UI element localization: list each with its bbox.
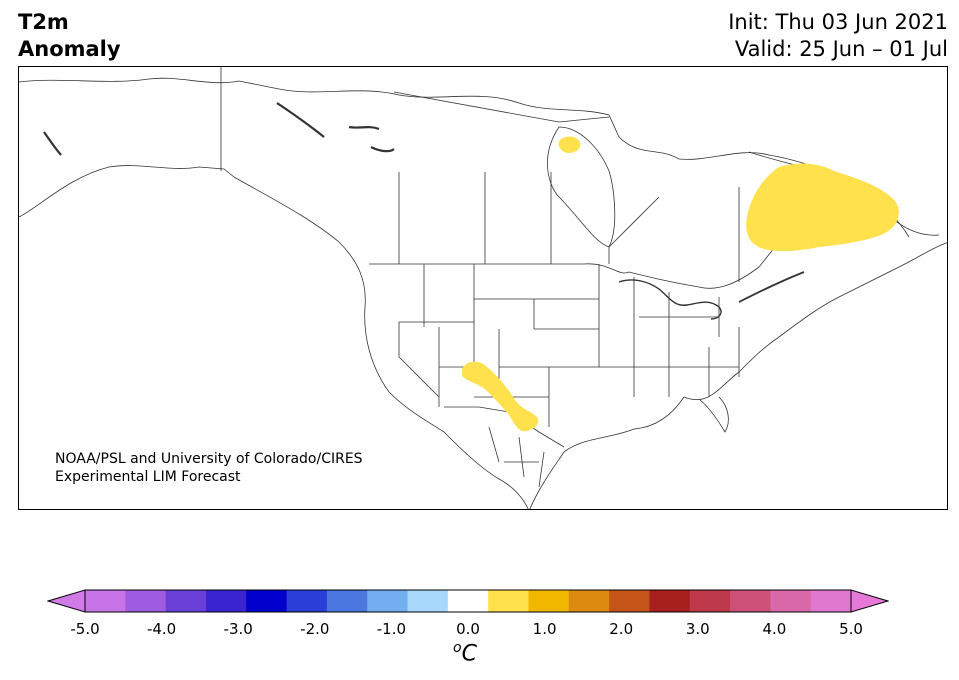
colorbar-cell <box>730 590 771 612</box>
colorbar-tick-label: 5.0 <box>839 620 863 638</box>
colorbar-unit: oC <box>453 640 477 666</box>
map-panel <box>18 66 948 510</box>
title-line-1: T2m <box>18 10 69 34</box>
colorbar-under-arrow <box>47 589 86 613</box>
province-lines <box>398 172 740 282</box>
map-title: T2m Anomaly <box>18 9 121 63</box>
colorbar-tick-label: -1.0 <box>376 620 407 638</box>
us-canada-border <box>369 241 780 289</box>
colorbar-cell <box>488 590 529 612</box>
unit-label: C <box>461 641 477 667</box>
forecast-dates: Init: Thu 03 Jun 2021 Valid: 25 Jun – 01… <box>728 9 948 63</box>
anomaly-hudson-islands <box>558 136 581 153</box>
unit-degree: o <box>453 640 462 656</box>
colorbar-tick-label: 0.0 <box>456 620 480 638</box>
colorbar-tick-label: 3.0 <box>685 620 710 638</box>
colorbar-cell <box>528 590 570 612</box>
title-line-2: Anomaly <box>18 37 121 61</box>
mexico-state-lines <box>488 426 545 488</box>
florida <box>698 396 729 433</box>
alaska-coast <box>19 165 235 218</box>
colorbar-tick-label: -5.0 <box>70 620 100 638</box>
anomaly-southwest <box>462 361 539 432</box>
colorbar-cell <box>326 590 368 612</box>
pacific-coast <box>233 176 529 509</box>
anomaly-quebec-labrador <box>746 163 899 252</box>
colorbar-cell <box>205 590 247 612</box>
hudson-bay-coast <box>547 126 616 248</box>
us-state-lines <box>398 264 740 427</box>
northern-lakes <box>43 102 395 156</box>
colorbar-tick-label: 1.0 <box>532 620 557 638</box>
colorbar-ticks: -5.0 -4.0 -3.0 -2.0 -1.0 0.0 1.0 2.0 3.0 4.0 5.0 <box>0 620 959 642</box>
colorbar-tick-label: -4.0 <box>146 620 177 638</box>
colorbar-tick-label: 2.0 <box>609 620 634 638</box>
colorbar-cell <box>447 590 489 612</box>
valid-date-label: Valid: 25 Jun – 01 Jul <box>734 37 948 61</box>
credit-line-2: Experimental LIM Forecast <box>55 469 241 485</box>
st-lawrence-river <box>738 271 805 303</box>
great-lakes <box>618 279 722 320</box>
canada-north-boundary <box>393 91 610 123</box>
colorbar-cell <box>568 590 610 612</box>
colorbar-cell <box>649 590 691 612</box>
gulf-atlantic-coast <box>529 242 947 509</box>
colorbar-cell <box>609 590 650 612</box>
colorbar-cell <box>689 590 731 612</box>
colorbar-tick-label: 4.0 <box>762 620 787 638</box>
credit-line-1: NOAA/PSL and University of Colorado/CIRE… <box>55 451 363 467</box>
colorbar-cell <box>367 590 409 612</box>
colorbar-over-arrow <box>850 589 889 613</box>
credit-text: NOAA/PSL and University of Colorado/CIRE… <box>55 450 363 486</box>
colorbar-cell <box>407 590 449 612</box>
init-date-label: Init: Thu 03 Jun 2021 <box>728 10 948 34</box>
north-america-map <box>19 67 947 509</box>
us-mexico-border <box>444 406 565 448</box>
colorbar-cell <box>165 590 207 612</box>
colorbar-tick-label: -3.0 <box>223 620 253 638</box>
colorbar-cell <box>125 590 167 612</box>
colorbar-cell <box>770 590 812 612</box>
colorbar-frame <box>84 589 852 613</box>
colorbar-cell <box>85 590 126 612</box>
colorbar-cell <box>810 590 852 612</box>
colorbar-cell <box>286 590 328 612</box>
colorbar-cell <box>246 590 288 612</box>
colorbar <box>47 589 889 613</box>
colorbar-tick-label: -2.0 <box>300 620 330 638</box>
